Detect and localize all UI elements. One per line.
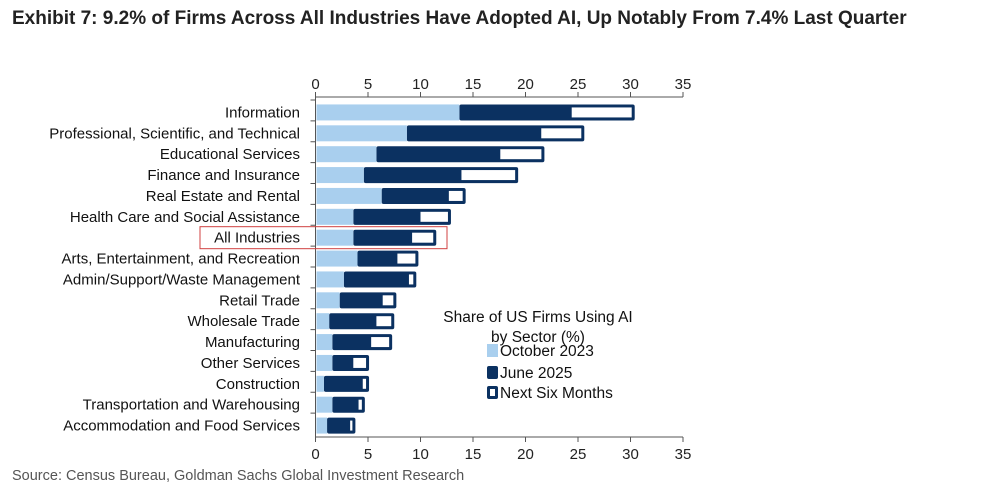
bar-next-six-months [358, 399, 362, 410]
category-label: Health Care and Social Assistance [70, 209, 300, 226]
category-label: Other Services [201, 355, 300, 372]
bar-october-2023 [316, 417, 328, 434]
bar-june-2025 [406, 125, 585, 142]
category-label: Arts, Entertainment, and Recreation [62, 251, 300, 268]
bar-october-2023 [316, 208, 354, 225]
bar-october-2023 [316, 146, 377, 163]
category-label: Professional, Scientific, and Technical [49, 125, 300, 142]
bar-october-2023 [316, 104, 460, 121]
bar-october-2023 [316, 334, 333, 351]
x-tick-label-bottom: 30 [622, 446, 639, 463]
x-tick-label-bottom: 20 [517, 446, 534, 463]
x-tick-label-top: 10 [412, 76, 429, 93]
x-tick-label-bottom: 0 [311, 446, 319, 463]
x-tick-label-bottom: 10 [412, 446, 429, 463]
legend-swatch-june-2025 [487, 366, 498, 379]
x-tick-label-top: 20 [517, 76, 534, 93]
legend-title-line2: by Sector (%) [491, 329, 585, 346]
x-tick-label-top: 35 [675, 76, 692, 93]
bar-next-six-months [500, 149, 542, 160]
bar-next-six-months [350, 420, 353, 431]
category-label: Transportation and Warehousing [83, 397, 300, 414]
category-label: Real Estate and Rental [146, 188, 300, 205]
bar-next-six-months [420, 211, 448, 222]
x-tick-label-top: 25 [570, 76, 587, 93]
category-label: Retail Trade [219, 292, 300, 309]
legend-label: Next Six Months [500, 385, 613, 402]
bar-october-2023 [316, 375, 324, 392]
bar-october-2023 [316, 313, 330, 330]
legend-swatch-next-six-months-inner [490, 389, 495, 396]
bar-next-six-months [397, 253, 416, 264]
x-tick-label-top: 30 [622, 76, 639, 93]
bar-october-2023 [316, 271, 344, 288]
bar-next-six-months [362, 378, 367, 389]
bar-next-six-months [371, 337, 390, 348]
category-label: All Industries [214, 230, 300, 247]
category-label: Manufacturing [205, 334, 300, 351]
source-note: Source: Census Bureau, Goldman Sachs Glo… [12, 468, 465, 484]
bar-october-2023 [316, 292, 340, 309]
bar-june-2025 [343, 271, 417, 288]
category-label: Accommodation and Food Services [63, 418, 300, 435]
legend-label: June 2025 [500, 365, 572, 382]
bar-next-six-months [353, 357, 367, 368]
highlight-box [199, 226, 448, 250]
bar-june-2025 [332, 396, 365, 413]
bar-october-2023 [316, 187, 382, 204]
category-label: Finance and Insurance [147, 167, 300, 184]
bar-next-six-months [461, 170, 516, 181]
bar-next-six-months [448, 190, 463, 201]
bar-next-six-months [408, 274, 414, 285]
bar-next-six-months [571, 107, 632, 118]
legend-label: October 2023 [500, 343, 594, 360]
bar-june-2025 [381, 187, 466, 204]
x-tick-label-bottom: 25 [570, 446, 587, 463]
category-label: Educational Services [160, 146, 300, 163]
legend-title-line1: Share of US Firms Using AI [443, 309, 633, 326]
category-label: Information [225, 104, 300, 121]
x-tick-label-top: 0 [311, 76, 319, 93]
x-tick-label-bottom: 5 [364, 446, 372, 463]
bar-october-2023 [316, 229, 354, 246]
category-label: Wholesale Trade [187, 313, 300, 330]
x-tick-label-top: 15 [465, 76, 482, 93]
bar-october-2023 [316, 354, 333, 371]
category-label: Construction [216, 376, 300, 393]
bar-june-2025 [323, 375, 370, 392]
bar-june-2025 [339, 292, 397, 309]
bar-october-2023 [316, 125, 407, 142]
chart-title: Exhibit 7: 9.2% of Firms Across All Indu… [12, 8, 907, 29]
bar-october-2023 [316, 250, 358, 267]
bar-next-six-months [412, 232, 434, 243]
bar-next-six-months [376, 316, 392, 327]
bar-october-2023 [316, 167, 364, 184]
x-tick-label-bottom: 15 [465, 446, 482, 463]
x-tick-label-bottom: 35 [675, 446, 692, 463]
bar-october-2023 [316, 396, 333, 413]
x-tick-label-top: 5 [364, 76, 372, 93]
category-label: Admin/Support/Waste Management [63, 271, 301, 288]
bar-june-2025 [327, 417, 356, 434]
legend-swatch-october-2023 [487, 344, 498, 357]
bar-next-six-months [382, 295, 394, 306]
bar-next-six-months [541, 128, 582, 139]
